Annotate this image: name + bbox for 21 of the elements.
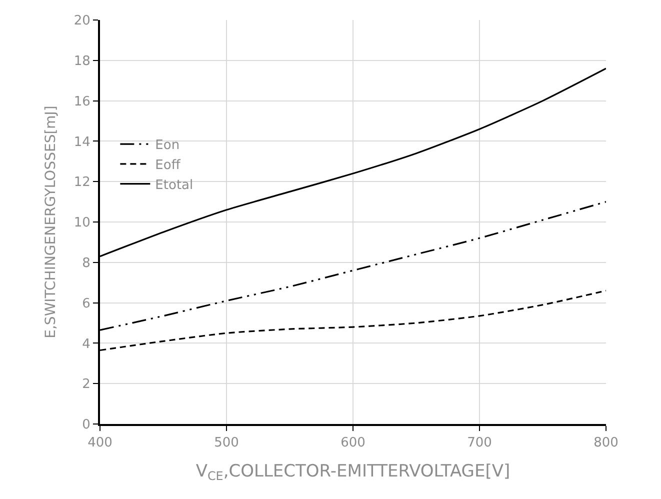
y-axis-title: E,SWITCHINGENERGYLOSSES[mJ] (42, 106, 59, 338)
x-tick-label: 400 (88, 436, 112, 451)
x-tick-label: 500 (214, 436, 239, 451)
y-tick-label: 6 (82, 296, 90, 312)
x-axis-title: V$_{CE}$,COLLECTOR-EMITTERVOLTAGE[V] (196, 462, 510, 484)
y-tick-label: 20 (74, 14, 90, 29)
y-tick-label: 18 (74, 54, 90, 69)
y-tick-label: 8 (82, 256, 90, 271)
x-tick-label: 700 (467, 436, 492, 451)
x-tick-label: 600 (340, 436, 366, 451)
y-tick-label: 10 (74, 216, 90, 231)
y-tick-label: 16 (74, 94, 90, 110)
legend-label: Etotal (155, 178, 194, 193)
y-tick-label: 12 (74, 175, 90, 190)
y-tick-label: 2 (82, 377, 90, 392)
y-tick-label: 4 (82, 336, 90, 352)
y-tick-label: 14 (74, 134, 90, 150)
legend-label: Eoff (155, 158, 182, 173)
x-tick-label: 800 (594, 436, 618, 451)
legend-label: Eon (155, 138, 180, 154)
y-tick-label: 0 (82, 418, 90, 433)
